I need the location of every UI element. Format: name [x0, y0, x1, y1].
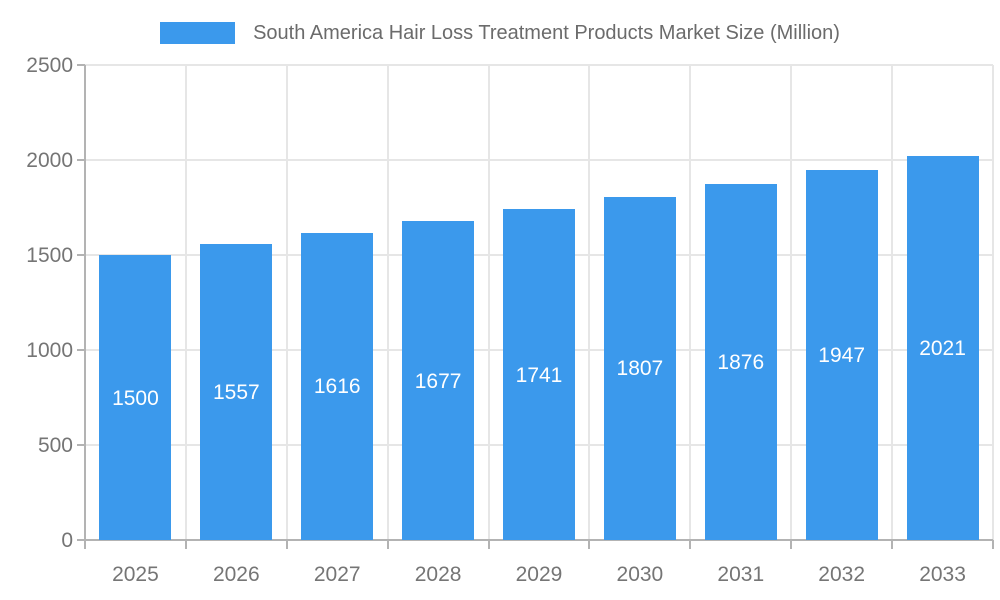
x-gridline [790, 65, 793, 540]
x-tick-label: 2028 [414, 563, 462, 586]
y-tick-label: 2000 [26, 149, 73, 172]
y-gridline [85, 159, 993, 161]
x-axis-tick [588, 540, 591, 549]
x-axis-tick [992, 540, 994, 549]
y-axis-tick [77, 444, 85, 446]
bar-2030 [603, 196, 676, 540]
x-axis-tick [689, 540, 692, 549]
x-gridline [689, 65, 692, 540]
bar-value-label: 1741 [515, 363, 563, 387]
x-tick-label: 2027 [313, 563, 361, 586]
x-tick-label: 2032 [818, 563, 866, 586]
x-gridline [285, 65, 288, 540]
bar-2033 [906, 156, 979, 540]
bar-2029 [503, 209, 575, 540]
x-gridline [891, 65, 894, 540]
x-gridline [487, 65, 490, 540]
x-axis-tick [487, 540, 490, 549]
legend: South America Hair Loss Treatment Produc… [0, 16, 1000, 50]
bar-value-label: 1807 [616, 357, 664, 381]
x-tick-label: 2026 [212, 563, 260, 586]
x-axis-tick [891, 540, 894, 549]
y-axis-tick [77, 539, 85, 541]
x-gridline [588, 65, 591, 540]
bar-value-label: 1500 [112, 386, 159, 410]
x-gridline [184, 65, 187, 540]
legend-swatch [160, 22, 236, 44]
y-tick-label: 2500 [26, 54, 73, 77]
bar-2028 [402, 221, 475, 540]
bar-2027 [301, 232, 374, 540]
bar-2032 [805, 170, 878, 540]
bar-value-label: 1677 [414, 369, 462, 393]
y-gridline [85, 64, 993, 66]
x-tick-label: 2025 [112, 563, 159, 586]
x-gridline [386, 65, 389, 540]
bar-value-label: 2021 [919, 337, 966, 360]
y-tick-label: 500 [37, 434, 73, 457]
x-tick-label: 2029 [515, 563, 563, 586]
bar-value-label: 1557 [212, 381, 260, 405]
x-tick-label: 2030 [616, 563, 664, 586]
y-axis-line [84, 65, 86, 540]
y-tick-label: 1000 [26, 339, 73, 362]
y-axis-tick [77, 349, 85, 351]
bar-2025 [99, 255, 172, 540]
y-tick-label: 0 [61, 529, 73, 552]
x-axis-tick [84, 540, 86, 549]
y-axis-tick [77, 254, 85, 256]
x-axis-line [85, 539, 993, 541]
bar-value-label: 1947 [818, 344, 866, 368]
x-tick-label: 2033 [919, 563, 966, 586]
y-axis-tick [77, 64, 85, 66]
legend-label: South America Hair Loss Treatment Produc… [253, 21, 840, 44]
bar-2031 [704, 183, 777, 540]
x-axis-tick [184, 540, 187, 549]
bar-value-label: 1876 [717, 350, 765, 374]
bar-value-label: 1616 [313, 375, 361, 399]
x-axis-tick [790, 540, 793, 549]
y-axis-tick [77, 159, 85, 161]
x-axis-tick [285, 540, 288, 549]
x-axis-tick [386, 540, 389, 549]
x-tick-label: 2031 [717, 563, 765, 586]
y-tick-label: 1500 [26, 244, 73, 267]
bar-2026 [200, 244, 273, 540]
x-gridline [992, 65, 994, 540]
